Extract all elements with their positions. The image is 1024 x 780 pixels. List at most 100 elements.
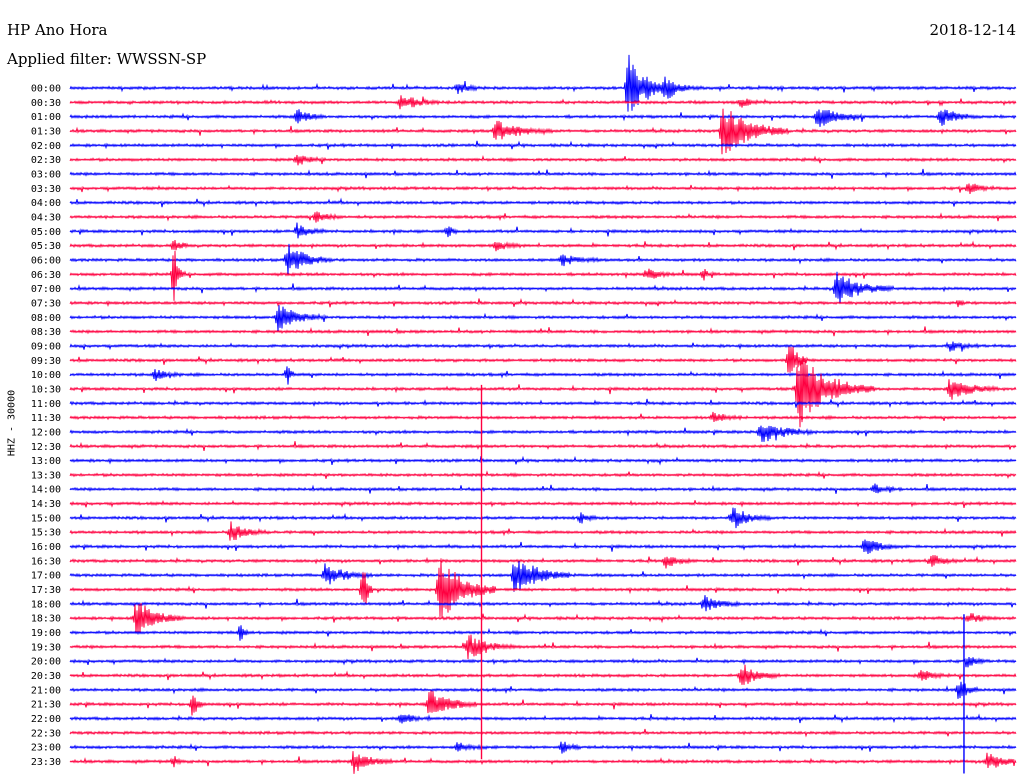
row-label-1300: 13:00 (31, 456, 61, 467)
row-label-0200: 02:00 (31, 141, 61, 152)
row-label-0700: 07:00 (31, 284, 61, 295)
row-label-1330: 13:30 (31, 470, 61, 481)
row-label-2330: 23:30 (31, 757, 61, 768)
trace-1100 (69, 398, 1017, 409)
trace-1200 (69, 425, 1017, 442)
row-label-1830: 18:30 (31, 614, 61, 625)
trace-1930 (69, 634, 1017, 660)
trace-0700 (69, 271, 1017, 304)
trace-1230 (69, 441, 1017, 451)
row-label-0030: 00:30 (31, 98, 61, 109)
trace-1700 (69, 561, 1017, 592)
trace-0430 (69, 211, 1017, 223)
row-label-1930: 19:30 (31, 642, 61, 653)
trace-1830 (69, 603, 1017, 634)
row-label-0100: 01:00 (31, 112, 61, 123)
trace-0900 (69, 341, 1017, 352)
row-label-0300: 03:00 (31, 169, 61, 180)
trace-0030 (69, 95, 1017, 110)
row-label-2200: 22:00 (31, 714, 61, 725)
trace-0800 (69, 305, 1017, 332)
row-label-1200: 12:00 (31, 427, 61, 438)
trace-0300 (69, 168, 1017, 179)
row-label-0630: 06:30 (31, 270, 61, 281)
row-label-1530: 15:30 (31, 528, 61, 539)
trace-1900 (69, 625, 1017, 641)
row-label-1900: 19:00 (31, 628, 61, 639)
trace-0930 (69, 346, 1017, 373)
row-label-1400: 14:00 (31, 485, 61, 496)
trace-1400 (69, 483, 1017, 494)
trace-0730 (69, 298, 1017, 308)
row-label-0500: 05:00 (31, 227, 61, 238)
trace-0000 (69, 54, 1017, 112)
row-label-2000: 20:00 (31, 657, 61, 668)
row-label-0530: 05:30 (31, 241, 61, 252)
trace-1300 (69, 455, 1017, 466)
station-title: HP Ano Hora (7, 21, 108, 39)
trace-1030 (69, 357, 1017, 428)
row-label-1430: 14:30 (31, 499, 61, 510)
trace-1730 (69, 558, 1017, 618)
row-label-0930: 09:30 (31, 356, 61, 367)
row-label-1500: 15:00 (31, 513, 61, 524)
trace-1330 (69, 470, 1017, 479)
row-label-1230: 12:30 (31, 442, 61, 453)
row-label-0230: 02:30 (31, 155, 61, 166)
row-label-2300: 23:00 (31, 743, 61, 754)
row-label-0800: 08:00 (31, 313, 61, 324)
trace-0400 (69, 197, 1017, 208)
trace-0230 (69, 154, 1017, 166)
trace-2230 (69, 728, 1017, 738)
seismic-traces (69, 54, 1017, 774)
row-label-1700: 17:00 (31, 571, 61, 582)
trace-1130 (69, 411, 1017, 423)
trace-1630 (69, 555, 1017, 569)
trace-0630 (69, 250, 1017, 301)
filter-label: Applied filter: WWSSN-SP (7, 50, 207, 68)
row-label-0830: 08:30 (31, 327, 61, 338)
row-label-1630: 16:30 (31, 556, 61, 567)
trace-1530 (69, 521, 1017, 541)
trace-2000 (69, 657, 1017, 668)
trace-2330 (69, 751, 1017, 774)
record-date: 2018-12-14 (929, 21, 1016, 39)
trace-0600 (69, 243, 1017, 275)
row-label-0600: 06:00 (31, 255, 61, 266)
trace-1500 (69, 507, 1017, 529)
trace-0130 (69, 108, 1017, 155)
row-label-0330: 03:30 (31, 184, 61, 195)
trace-0830 (69, 326, 1017, 337)
trace-2100 (69, 681, 1017, 699)
row-label-2230: 22:30 (31, 728, 61, 739)
row-label-0000: 00:00 (31, 84, 61, 95)
trace-0330 (69, 183, 1017, 195)
row-label-0900: 09:00 (31, 341, 61, 352)
trace-2030 (69, 664, 1017, 685)
trace-0530 (69, 239, 1017, 252)
trace-0500 (69, 222, 1017, 239)
row-label-1800: 18:00 (31, 599, 61, 610)
row-label-1000: 10:00 (31, 370, 61, 381)
row-labels: 00:00 00:30 01:00 01:30 02:00 02:30 03:00 03:30… (31, 84, 61, 769)
row-label-1100: 11:00 (31, 399, 61, 410)
row-label-1730: 17:30 (31, 585, 61, 596)
row-label-1030: 10:30 (31, 384, 61, 395)
row-label-0430: 04:30 (31, 212, 61, 223)
row-label-0730: 07:30 (31, 298, 61, 309)
row-label-2100: 21:00 (31, 685, 61, 696)
trace-1800 (69, 595, 1017, 612)
row-label-2130: 21:30 (31, 700, 61, 711)
row-label-1130: 11:30 (31, 413, 61, 424)
row-label-0400: 04:00 (31, 198, 61, 209)
trace-0200 (69, 140, 1017, 150)
row-label-1600: 16:00 (31, 542, 61, 553)
trace-1000 (69, 366, 1017, 385)
trace-1430 (69, 499, 1017, 508)
trace-2200 (69, 713, 1017, 724)
trace-2130 (69, 690, 1017, 716)
trace-1600 (69, 539, 1017, 554)
trace-0100 (69, 109, 1017, 127)
row-label-0130: 01:30 (31, 126, 61, 137)
